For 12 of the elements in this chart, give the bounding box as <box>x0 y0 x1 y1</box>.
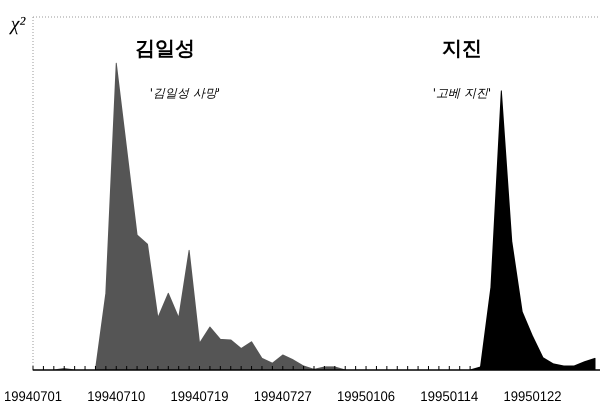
annotation: '고베 지진' <box>432 86 492 100</box>
x-tick-label: 19950122 <box>504 388 566 404</box>
text: 김일성 <box>135 36 195 60</box>
x-tick-label: 19940701 <box>4 388 66 404</box>
text: 지진 <box>442 36 482 60</box>
x-tick-label: 19950114 <box>420 388 482 404</box>
x-tick-label: 19950106 <box>337 388 400 404</box>
x-tick-label: 19940727 <box>254 388 316 404</box>
annotation: '김일성 사망' <box>150 86 220 100</box>
x-tick-label: 19940719 <box>170 388 233 404</box>
x-tick-label: 19940710 <box>87 388 150 404</box>
y-axis-title: χ² <box>8 13 26 35</box>
